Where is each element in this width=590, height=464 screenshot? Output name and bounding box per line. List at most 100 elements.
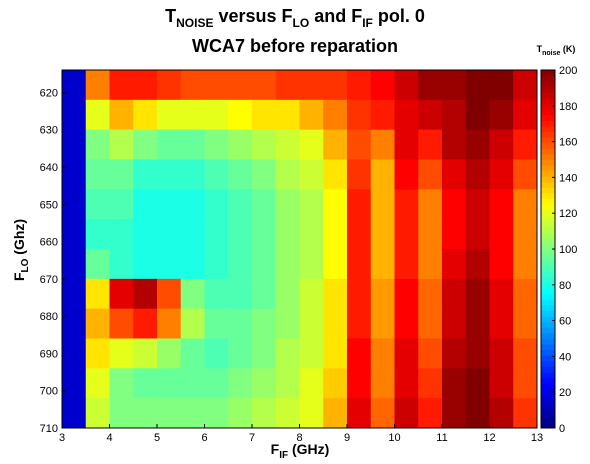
- colorbar-segment: [541, 120, 555, 127]
- heat-cell: [299, 398, 324, 429]
- colorbar-segment: [541, 221, 555, 228]
- colorbar-segment: [541, 416, 555, 423]
- heat-cell: [180, 70, 205, 101]
- label-part: (Ghz): [11, 219, 27, 259]
- colorbar-tick-label: 200: [559, 65, 577, 77]
- heat-cell: [323, 189, 348, 220]
- colorbar-tick-label: 60: [559, 316, 571, 328]
- heat-cell: [465, 70, 490, 101]
- heat-cell: [489, 189, 514, 220]
- heat-cell: [180, 219, 205, 250]
- colorbar-segment: [541, 165, 555, 172]
- heat-cell: [323, 99, 348, 131]
- heat-cell: [204, 398, 229, 429]
- title-part: NOISE: [176, 16, 213, 30]
- colorbar-segment: [541, 327, 555, 334]
- heat-cell: [228, 70, 253, 101]
- y-tick-label: 680: [40, 311, 58, 323]
- heat-cell: [394, 129, 419, 160]
- colorbar-segment: [541, 366, 555, 373]
- x-tick-label: 6: [201, 432, 207, 444]
- colorbar-segment: [541, 170, 555, 177]
- heat-cell: [299, 338, 324, 369]
- colorbar-segment: [541, 282, 555, 289]
- heat-cell: [157, 99, 182, 131]
- heat-cell: [109, 99, 134, 131]
- heat-cell: [513, 189, 538, 220]
- heat-cell: [109, 278, 134, 310]
- heat-cell: [85, 368, 110, 399]
- heat-cell: [85, 99, 110, 131]
- colorbar-tick-label: 140: [559, 172, 577, 184]
- heat-cell: [489, 219, 514, 250]
- heat-cell: [109, 249, 134, 280]
- heat-cell: [275, 99, 300, 131]
- heat-cell: [180, 189, 205, 220]
- heat-cell: [275, 368, 300, 399]
- heat-cell: [513, 398, 538, 429]
- label-part: (GHz): [288, 441, 329, 457]
- colorbar-segment: [541, 355, 555, 362]
- heat-cell: [442, 368, 467, 399]
- heat-cell: [157, 398, 182, 429]
- colorbar-segment: [541, 142, 555, 149]
- heat-cell: [85, 159, 110, 190]
- heat-cell: [370, 189, 395, 220]
- heat-cell: [394, 189, 419, 220]
- heat-cell: [275, 308, 300, 339]
- heat-cell: [133, 368, 158, 399]
- heat-cell: [228, 99, 253, 131]
- heat-cell: [109, 129, 134, 160]
- label-part: LO: [20, 258, 31, 272]
- colorbar-segment: [541, 276, 555, 284]
- colorbar-segment: [541, 271, 555, 278]
- heat-cell: [347, 278, 372, 310]
- heat-cell: [157, 129, 182, 160]
- colorbar-segment: [541, 193, 555, 200]
- heat-cell: [299, 219, 324, 250]
- colorbar-segment: [541, 226, 555, 233]
- heat-cell: [323, 249, 348, 280]
- heat-cell: [252, 219, 277, 250]
- x-tick-label: 8: [296, 432, 302, 444]
- heat-cell: [204, 70, 229, 101]
- heat-cell: [370, 70, 395, 101]
- heat-cell: [133, 249, 158, 280]
- heat-cell: [275, 219, 300, 250]
- heat-cell: [489, 129, 514, 160]
- heat-cell: [394, 249, 419, 280]
- heat-cell: [465, 398, 490, 429]
- label-part: (K): [560, 44, 575, 54]
- heat-cell: [133, 189, 158, 220]
- heat-cell: [62, 368, 87, 399]
- heat-cell: [394, 338, 419, 369]
- colorbar-segment: [541, 388, 555, 395]
- colorbar-segment: [541, 103, 555, 110]
- heat-cell: [204, 189, 229, 220]
- x-tick-label: 9: [344, 432, 350, 444]
- colorbar-segment: [541, 310, 555, 317]
- label-part: F: [271, 441, 280, 457]
- x-tick-label: 3: [59, 432, 65, 444]
- heat-cell: [252, 398, 277, 429]
- colorbar-label: Tnoise (K): [537, 44, 576, 57]
- heat-cell: [252, 159, 277, 190]
- heat-cell: [347, 368, 372, 399]
- heat-cell: [228, 159, 253, 190]
- x-tick-label: 12: [483, 432, 495, 444]
- colorbar-segment: [541, 288, 555, 295]
- colorbar-segment: [541, 86, 555, 93]
- heat-cell: [180, 308, 205, 339]
- heat-cell: [513, 219, 538, 250]
- heat-cell: [62, 308, 87, 339]
- y-axis-label: FLO (Ghz): [11, 219, 31, 281]
- heat-cell: [228, 219, 253, 250]
- colorbar-segment: [541, 394, 555, 401]
- heat-cell: [442, 70, 467, 101]
- heat-cell: [347, 219, 372, 250]
- x-tick-label: 10: [388, 432, 400, 444]
- heat-cell: [85, 219, 110, 250]
- y-tick-label: 700: [40, 386, 58, 398]
- heat-cell: [394, 308, 419, 339]
- heat-cell: [513, 249, 538, 280]
